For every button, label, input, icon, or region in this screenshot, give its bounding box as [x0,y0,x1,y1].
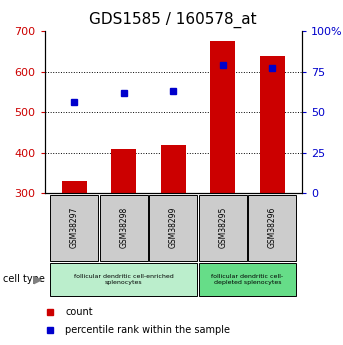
FancyBboxPatch shape [50,263,197,296]
Bar [111,149,136,193]
FancyBboxPatch shape [248,195,296,261]
Bar [62,181,87,193]
Text: percentile rank within the sample: percentile rank within the sample [65,325,230,335]
Bar [260,56,285,193]
Text: ▶: ▶ [34,275,42,284]
Text: GSM38298: GSM38298 [119,207,128,248]
Text: GSM38295: GSM38295 [218,207,227,248]
Text: GSM38299: GSM38299 [169,207,178,248]
Text: cell type: cell type [3,275,45,284]
Text: GSM38296: GSM38296 [268,207,277,248]
FancyBboxPatch shape [149,195,197,261]
FancyBboxPatch shape [50,195,98,261]
FancyBboxPatch shape [199,263,296,296]
Bar [210,41,235,193]
Text: follicular dendritic cell-
depleted splenocytes: follicular dendritic cell- depleted sple… [211,274,283,285]
Title: GDS1585 / 160578_at: GDS1585 / 160578_at [90,12,257,28]
FancyBboxPatch shape [199,195,247,261]
Text: follicular dendritic cell-enriched
splenocytes: follicular dendritic cell-enriched splen… [74,274,174,285]
Bar [161,145,186,193]
FancyBboxPatch shape [100,195,148,261]
Text: count: count [65,307,93,317]
Text: GSM38297: GSM38297 [70,207,79,248]
